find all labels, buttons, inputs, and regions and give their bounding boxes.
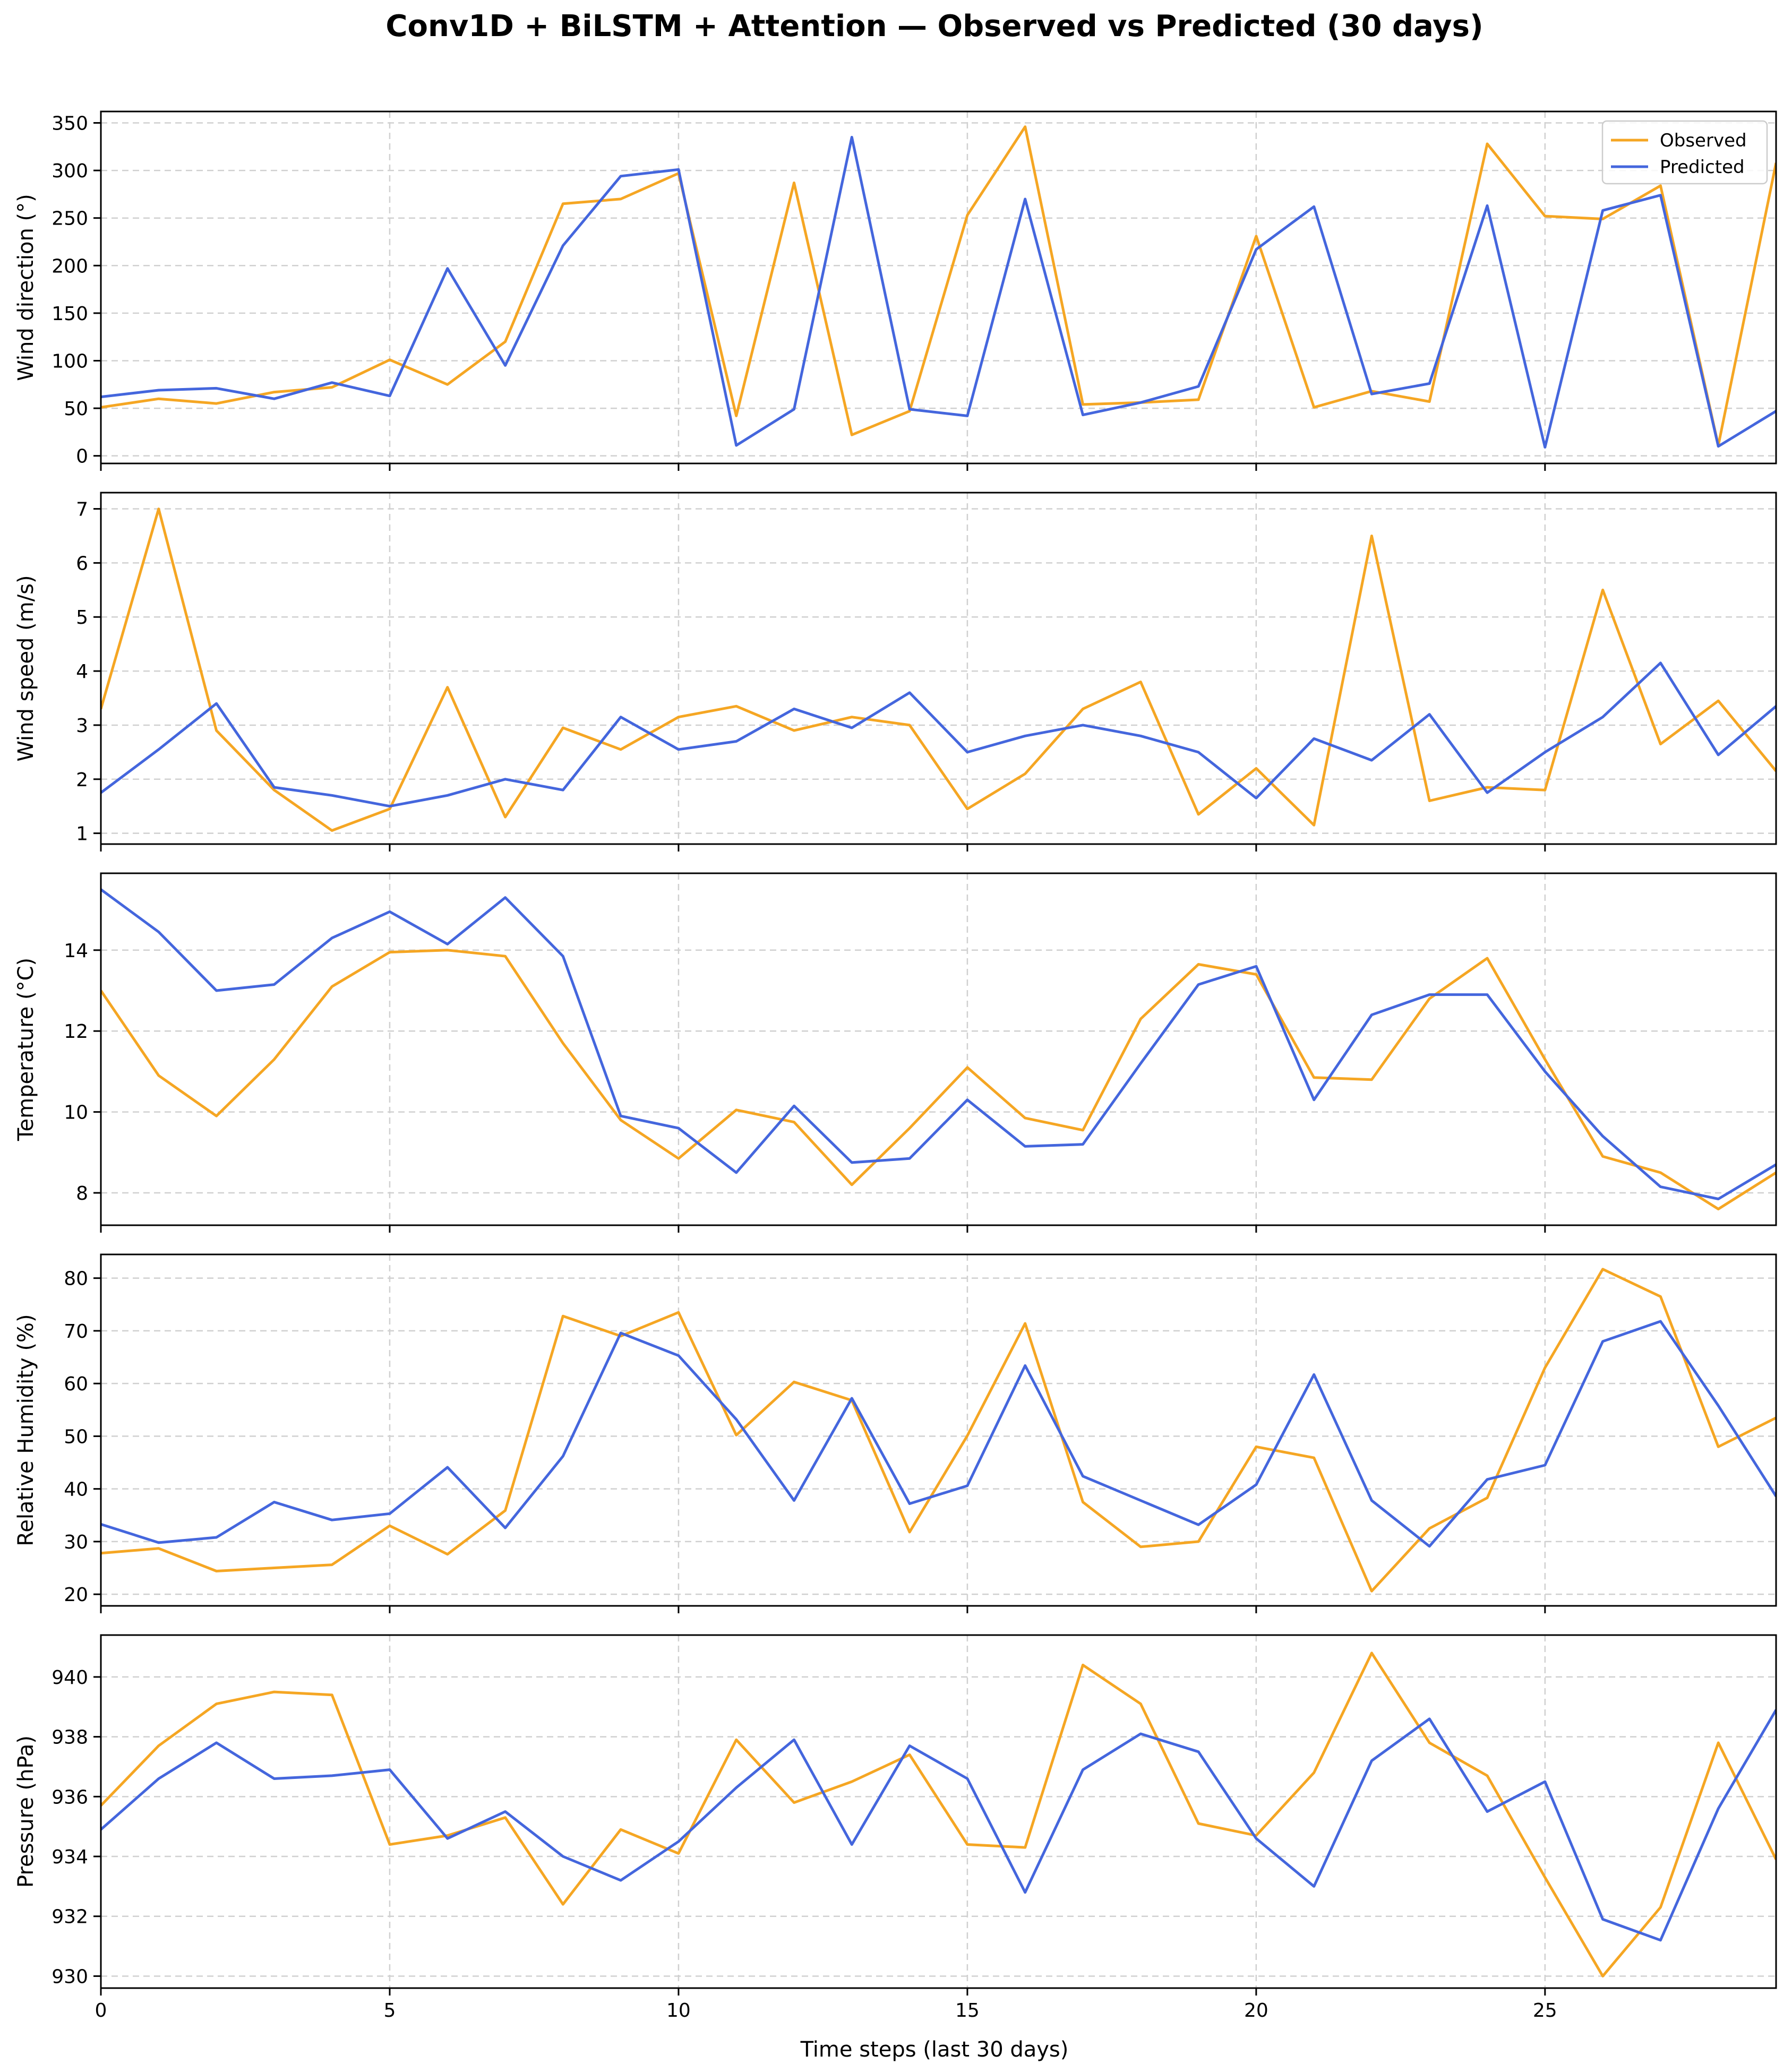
- axes-frame: [100, 1253, 1777, 1607]
- y-tick-label: 200: [52, 255, 88, 277]
- series-line-predicted: [101, 1320, 1776, 1548]
- y-tick-label: 4: [76, 661, 88, 683]
- x-tick-label: 0: [95, 2000, 107, 2022]
- y-tick-label: 1: [76, 823, 88, 845]
- y-tick-label: 70: [64, 1321, 88, 1343]
- subplot-4: 20 30 40 50 60 70 80 Relative Humidity (%): [14, 1253, 1777, 1613]
- series-line-observed: [101, 1652, 1776, 1977]
- y-tick-label: 7: [76, 499, 88, 521]
- y-tick-label: 938: [52, 1727, 88, 1749]
- y-tick-label: 60: [64, 1373, 88, 1395]
- series-line-predicted: [101, 888, 1776, 1200]
- series-line-observed: [101, 949, 1776, 1210]
- x-tick-label: 10: [666, 2000, 691, 2022]
- y-axis-label: Relative Humidity (%): [14, 1314, 38, 1546]
- x-tick-label: 25: [1533, 2000, 1557, 2022]
- series-line-predicted: [101, 661, 1776, 808]
- axes-frame: [100, 1634, 1777, 1989]
- x-axis-label: Time steps (last 30 days): [800, 2037, 1069, 2062]
- y-tick-label: 14: [64, 940, 88, 962]
- y-tick-label: 940: [52, 1667, 88, 1689]
- axes-frame: [100, 110, 1777, 465]
- series-line-observed: [101, 125, 1776, 447]
- subplot-1: 0 50 100 150 200 250 300 350 Wind direction (°) O…: [14, 110, 1777, 471]
- y-tick-label: 932: [52, 1906, 88, 1928]
- subplot-5: 0 5 10 15 20 25 930 932 934 936 938 940 Pressure (hP…: [14, 1634, 1777, 2022]
- y-tick-label: 350: [52, 113, 88, 135]
- y-tick-label: 300: [52, 160, 88, 182]
- y-tick-label: 80: [64, 1268, 88, 1290]
- y-tick-label: 930: [52, 1966, 88, 1988]
- series-line-predicted: [101, 135, 1776, 449]
- y-tick-label: 250: [52, 208, 88, 230]
- axes-frame: [100, 492, 1777, 845]
- x-tick-label: 5: [384, 2000, 396, 2022]
- subplot-2: 1 2 3 4 5 6 7 Wind speed (m/s): [14, 492, 1777, 852]
- figure-title: Conv1D + BiLSTM + Attention — Observed v…: [385, 9, 1483, 44]
- y-tick-label: 0: [76, 446, 88, 468]
- subplot-3: 8 10 12 14 Temperature (°C): [14, 872, 1777, 1233]
- y-tick-label: 2: [76, 769, 88, 791]
- y-tick-label: 40: [64, 1479, 88, 1501]
- y-tick-label: 50: [64, 398, 88, 420]
- series-line-predicted: [101, 1709, 1776, 1942]
- axes-frame: [100, 872, 1777, 1226]
- y-axis-label: Temperature (°C): [14, 958, 38, 1141]
- x-tick-label: 15: [955, 2000, 980, 2022]
- y-tick-label: 150: [52, 303, 88, 325]
- y-tick-label: 20: [64, 1584, 88, 1606]
- series-line-observed: [101, 508, 1776, 832]
- y-tick-label: 5: [76, 607, 88, 629]
- y-tick-label: 50: [64, 1426, 88, 1448]
- y-tick-label: 12: [64, 1021, 88, 1043]
- legend-label-observed: Observed: [1660, 130, 1747, 151]
- legend: Observed Predicted: [1601, 120, 1768, 185]
- y-tick-label: 6: [76, 553, 88, 574]
- y-axis-label: Wind direction (°): [14, 194, 38, 381]
- y-tick-label: 8: [76, 1183, 88, 1205]
- y-axis-label: Pressure (hPa): [14, 1735, 38, 1888]
- y-tick-label: 100: [52, 350, 88, 372]
- y-tick-label: 10: [64, 1102, 88, 1124]
- legend-label-predicted: Predicted: [1660, 157, 1745, 178]
- x-tick-label: 20: [1244, 2000, 1268, 2022]
- y-tick-label: 3: [76, 715, 88, 737]
- y-axis-label: Wind speed (m/s): [14, 575, 38, 761]
- y-tick-label: 30: [64, 1532, 88, 1553]
- y-tick-label: 936: [52, 1786, 88, 1808]
- y-tick-label: 934: [52, 1846, 88, 1868]
